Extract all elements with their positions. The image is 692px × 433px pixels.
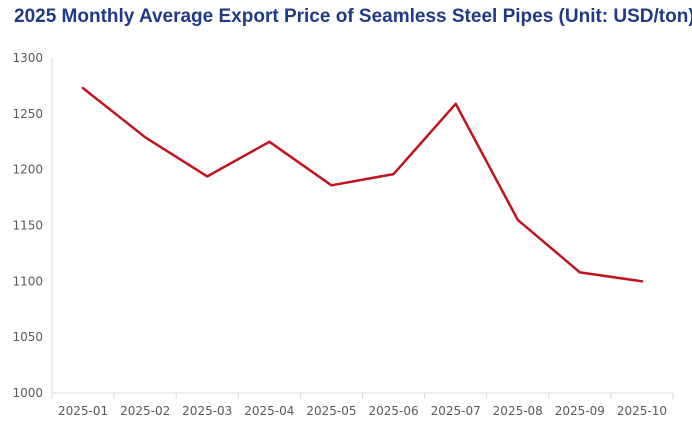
- x-tick-label: 2025-09: [555, 404, 605, 418]
- data-point: [268, 140, 271, 143]
- y-tick-label: 1050: [12, 330, 43, 344]
- x-tick-label: 2025-02: [120, 404, 170, 418]
- x-tick-label: 2025-01: [58, 404, 108, 418]
- y-tick-label: 1200: [12, 163, 43, 177]
- y-tick-label: 1250: [12, 107, 43, 121]
- data-point: [516, 218, 519, 222]
- chart-title: 2025 Monthly Average Export Price of Sea…: [14, 6, 692, 27]
- data-point: [81, 86, 85, 90]
- data-point: [640, 280, 644, 283]
- y-tick-label: 1100: [12, 274, 43, 288]
- data-point: [330, 184, 333, 187]
- data-point: [206, 175, 209, 178]
- x-tick-label: 2025-08: [493, 404, 543, 418]
- data-point: [578, 271, 582, 274]
- x-tick-label: 2025-10: [617, 404, 667, 418]
- series-line: [81, 86, 644, 283]
- y-tick-label: 1000: [12, 386, 43, 400]
- x-tick-label: 2025-07: [431, 404, 481, 418]
- x-tick-label: 2025-04: [244, 404, 294, 418]
- data-point: [392, 172, 395, 176]
- y-tick-label: 1300: [12, 51, 43, 65]
- x-tick-label: 2025-05: [306, 404, 356, 418]
- data-point: [143, 136, 147, 139]
- x-tick-label: 2025-03: [182, 404, 232, 418]
- y-tick-label: 1150: [12, 219, 43, 233]
- x-tick-label: 2025-06: [368, 404, 418, 418]
- data-point: [454, 102, 457, 105]
